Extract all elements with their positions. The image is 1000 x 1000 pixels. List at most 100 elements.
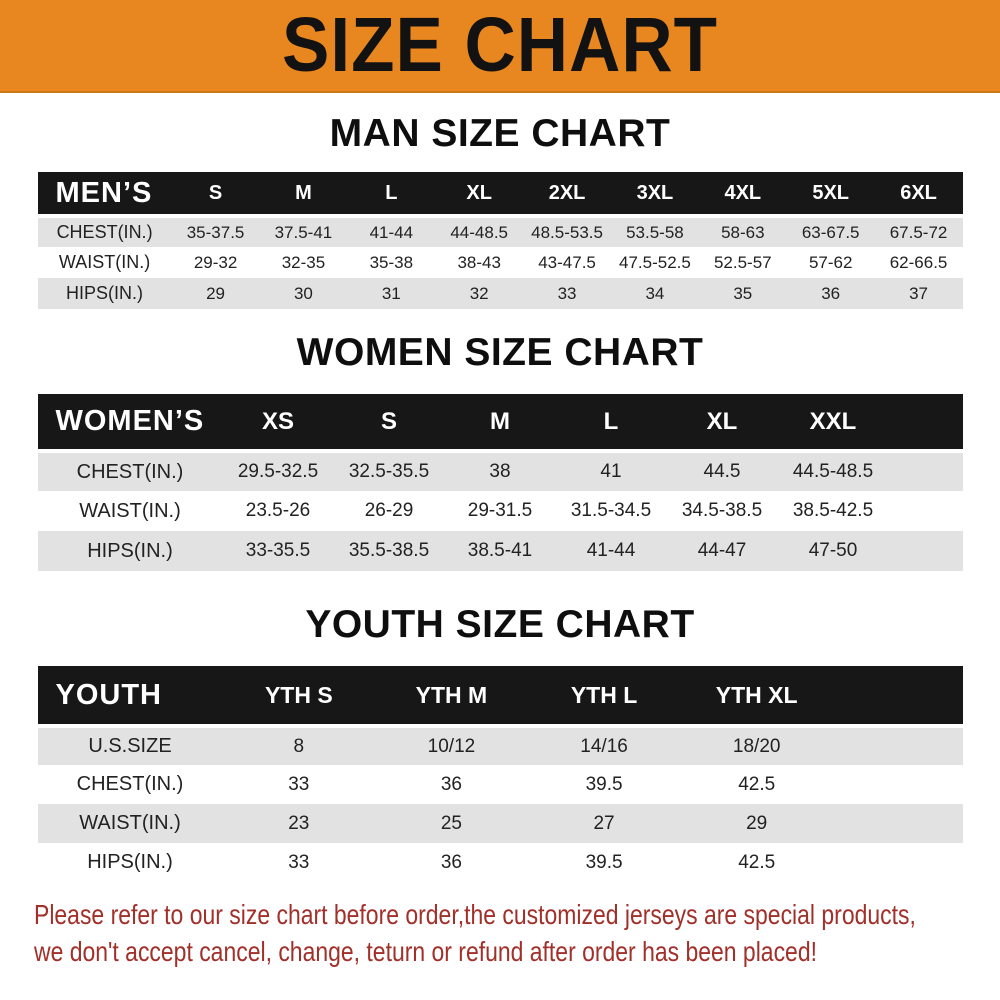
measurement-row: HIPS(IN.) 33-35.5 35.5-38.5 38.5-41 41-44 44-… (37, 531, 963, 571)
size-value: 47-50 (777, 531, 889, 571)
size-column-header: YTH M (375, 666, 528, 728)
size-value: 52.5-57 (698, 247, 787, 278)
men-size-table: MEN’S S M L XL 2XL 3XL 4XL 5XL 6XL CHEST(IN.) 35-37… (37, 172, 963, 309)
size-value: 43-47.5 (523, 247, 611, 278)
size-value: 38-43 (435, 247, 524, 278)
size-value: 41 (555, 451, 667, 491)
size-column-header: S (171, 172, 260, 218)
size-value: 32 (435, 278, 524, 309)
measurement-label: WAIST(IN.) (37, 804, 223, 843)
size-column-header: L (347, 172, 436, 218)
measurement-row: U.S.SIZE 8 10/12 14/16 18/20 (37, 726, 963, 765)
size-value: 31.5-34.5 (555, 491, 667, 531)
row-spacer (888, 531, 963, 571)
size-value: 67.5-72 (874, 216, 963, 247)
size-column-header: XXL (777, 394, 889, 453)
size-value: 34 (611, 278, 699, 309)
size-value: 25 (375, 804, 528, 843)
size-value: 29-32 (171, 247, 260, 278)
disclaimer-line-2: we don't accept cancel, change, teturn o… (34, 936, 817, 967)
women-size-table: WOMEN’S XS S M L XL XXL CHEST(IN.) 29.5-32.5 32.5… (37, 394, 963, 571)
size-value: 41-44 (347, 216, 436, 247)
measurement-row: HIPS(IN.) 33 36 39.5 42.5 (37, 843, 963, 882)
size-value: 34.5-38.5 (666, 491, 778, 531)
size-value: 37 (874, 278, 963, 309)
size-value: 38.5-41 (444, 531, 556, 571)
measurement-row: WAIST(IN.) 29-32 32-35 35-38 38-43 43-47.5 47.… (37, 247, 963, 278)
men-section-title: MAN SIZE CHART (329, 112, 671, 155)
measurement-row: CHEST(IN.) 35-37.5 37.5-41 41-44 44-48.5 48.5… (37, 216, 963, 247)
size-value: 29.5-32.5 (222, 451, 334, 491)
size-value: 37.5-41 (259, 216, 348, 247)
measurement-label: CHEST(IN.) (37, 216, 172, 247)
size-value: 10/12 (375, 726, 528, 765)
measurement-row: HIPS(IN.) 29 30 31 32 33 34 35 36 37 (37, 278, 963, 309)
measurement-label: CHEST(IN.) (37, 451, 223, 491)
size-value: 44.5 (666, 451, 778, 491)
size-value: 36 (375, 843, 528, 882)
measurement-label: HIPS(IN.) (37, 531, 223, 571)
size-value: 23.5-26 (222, 491, 334, 531)
size-value: 23 (222, 804, 376, 843)
size-value: 38 (444, 451, 556, 491)
size-value: 35 (698, 278, 787, 309)
row-spacer (888, 451, 963, 491)
size-value: 44-47 (666, 531, 778, 571)
header-spacer (833, 666, 963, 728)
size-value: 41-44 (555, 531, 667, 571)
measurement-row: WAIST(IN.) 23 25 27 29 (37, 804, 963, 843)
size-value: 44.5-48.5 (777, 451, 889, 491)
size-column-header: 6XL (874, 172, 963, 218)
measurement-row: WAIST(IN.) 23.5-26 26-29 29-31.5 31.5-34.5 34… (37, 491, 963, 531)
size-value: 63-67.5 (786, 216, 875, 247)
women-section-title: WOMEN SIZE CHART (296, 331, 704, 374)
size-value: 33 (523, 278, 611, 309)
size-column-header: YTH L (527, 666, 681, 728)
disclaimer-line-1: Please refer to our size chart before or… (34, 899, 916, 930)
size-value: 30 (259, 278, 348, 309)
measurement-row: CHEST(IN.) 29.5-32.5 32.5-35.5 38 41 44.5 44.5… (37, 451, 963, 491)
banner-title: SIZE CHART (282, 2, 718, 89)
size-value: 14/16 (527, 726, 681, 765)
measurement-label: HIPS(IN.) (37, 278, 172, 309)
size-value: 48.5-53.5 (523, 216, 611, 247)
banner: SIZE CHART (0, 0, 1000, 93)
measurement-label: WAIST(IN.) (37, 247, 172, 278)
table-category-label: YOUTH (37, 666, 223, 728)
measurement-label: U.S.SIZE (37, 726, 223, 765)
size-value: 57-62 (786, 247, 875, 278)
size-value: 26-29 (333, 491, 445, 531)
size-value: 18/20 (680, 726, 833, 765)
size-value: 42.5 (680, 843, 833, 882)
youth-size-table: YOUTH YTH S YTH M YTH L YTH XL U.S.SIZE 8 10/12… (37, 666, 963, 882)
size-value: 32.5-35.5 (333, 451, 445, 491)
size-value: 44-48.5 (435, 216, 524, 247)
size-value: 33-35.5 (222, 531, 334, 571)
size-value: 35.5-38.5 (333, 531, 445, 571)
size-column-header: 3XL (611, 172, 699, 218)
row-spacer (833, 726, 963, 765)
size-column-header: XL (435, 172, 524, 218)
size-column-header: 2XL (523, 172, 611, 218)
size-value: 42.5 (680, 765, 833, 804)
youth-section-title: YOUTH SIZE CHART (305, 603, 695, 646)
size-table-header-row: MEN’S S M L XL 2XL 3XL 4XL 5XL 6XL (37, 172, 963, 218)
row-spacer (833, 765, 963, 804)
size-value: 36 (375, 765, 528, 804)
size-value: 27 (527, 804, 681, 843)
disclaimer: Please refer to our size chart before or… (0, 896, 1000, 970)
size-column-header: YTH XL (680, 666, 833, 728)
size-column-header: M (444, 394, 556, 453)
row-spacer (833, 804, 963, 843)
table-category-label: MEN’S (37, 172, 172, 218)
size-value: 33 (222, 765, 376, 804)
size-value: 29-31.5 (444, 491, 556, 531)
size-value: 58-63 (698, 216, 787, 247)
measurement-label: CHEST(IN.) (37, 765, 223, 804)
size-value: 53.5-58 (611, 216, 699, 247)
size-column-header: XS (222, 394, 334, 453)
size-value: 29 (680, 804, 833, 843)
size-column-header: M (259, 172, 348, 218)
size-value: 36 (786, 278, 875, 309)
